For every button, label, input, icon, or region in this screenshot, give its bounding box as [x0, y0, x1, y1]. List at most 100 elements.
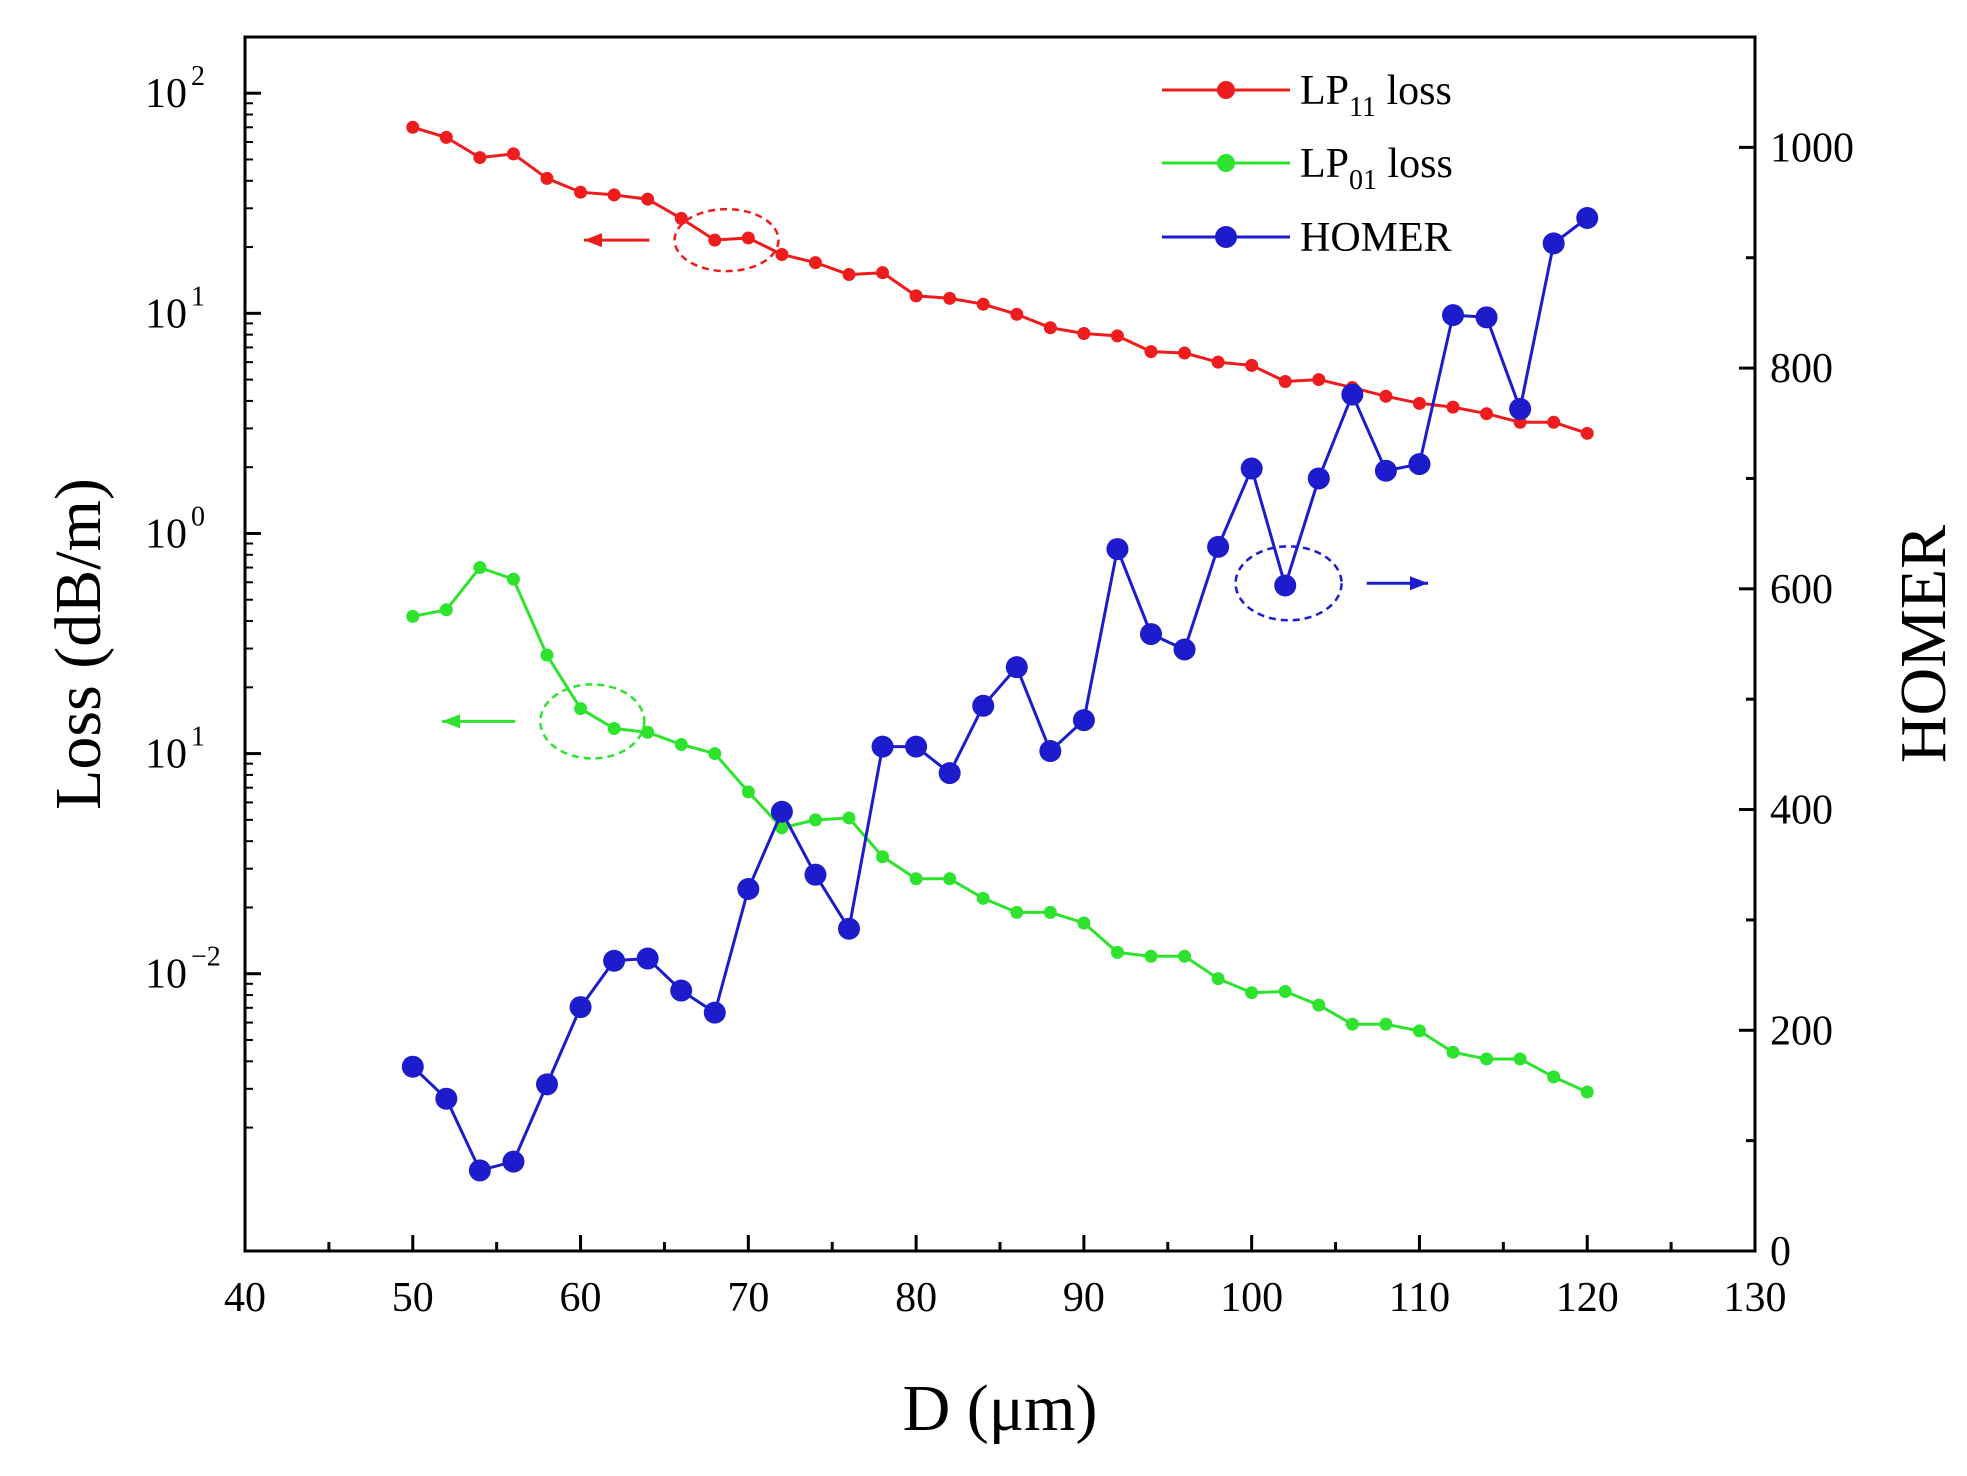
- y-left-tick-exponent: 2: [191, 61, 205, 92]
- data-point: [1010, 307, 1024, 321]
- legend-marker: [1217, 81, 1235, 99]
- data-point: [741, 231, 755, 245]
- data-point: [1043, 905, 1057, 919]
- data-point: [674, 211, 688, 225]
- data-point: [439, 603, 453, 617]
- y-left-axis-title: Loss (dB/m): [42, 478, 115, 810]
- data-point: [1542, 232, 1565, 255]
- data-point: [703, 1001, 726, 1024]
- data-point: [1178, 346, 1192, 360]
- data-point: [708, 747, 722, 761]
- data-point: [1072, 709, 1095, 732]
- data-point: [607, 722, 621, 736]
- y-right-tick-label: 1000: [1770, 125, 1854, 171]
- data-point: [770, 800, 793, 823]
- annotation-ellipse: [673, 207, 780, 273]
- legend-marker: [1217, 154, 1235, 172]
- data-point: [1173, 638, 1196, 661]
- data-point: [1446, 400, 1460, 414]
- data-point: [1005, 656, 1028, 679]
- legend-label: LP11 loss: [1300, 68, 1452, 123]
- data-point: [1547, 1070, 1561, 1084]
- data-point: [1278, 985, 1292, 999]
- data-point: [1274, 574, 1297, 597]
- y-left-tick-exponent: −2: [191, 942, 221, 973]
- data-point: [808, 256, 822, 270]
- data-point: [540, 648, 554, 662]
- data-point: [540, 171, 554, 185]
- data-point: [1207, 535, 1230, 558]
- data-point: [1374, 459, 1397, 482]
- data-point: [905, 735, 928, 758]
- data-point: [1442, 304, 1464, 327]
- data-point: [838, 917, 860, 940]
- legend: LP11 loss LP01 loss HOMER: [1162, 68, 1453, 261]
- data-point: [1509, 397, 1532, 420]
- x-tick-label: 80: [895, 1275, 937, 1321]
- data-point: [439, 130, 453, 144]
- data-point: [1379, 1017, 1393, 1031]
- data-point: [842, 811, 856, 825]
- data-point: [775, 821, 789, 835]
- data-point: [670, 979, 693, 1002]
- data-point: [943, 291, 957, 305]
- data-point: [1110, 329, 1124, 343]
- data-point: [636, 947, 659, 970]
- x-tick-label: 40: [224, 1275, 266, 1321]
- data-point: [972, 694, 995, 717]
- data-point: [1077, 326, 1091, 340]
- y-left-tick-label: 10: [145, 952, 187, 998]
- data-point: [607, 188, 621, 202]
- annotation-lp01-loss: [442, 683, 646, 760]
- data-point: [473, 151, 487, 165]
- series-homer: [401, 206, 1599, 1182]
- y-right-tick-label: 800: [1770, 346, 1833, 392]
- y-right-tick-label: 200: [1770, 1008, 1833, 1054]
- data-point: [804, 863, 827, 886]
- plot-frame: [243, 35, 1757, 1253]
- data-point: [909, 872, 923, 886]
- data-point: [536, 1073, 558, 1096]
- series-layer: [401, 120, 1599, 1182]
- x-tick-label: 70: [727, 1275, 769, 1321]
- y-left-tick-label: 10: [145, 71, 187, 117]
- x-tick-label: 110: [1389, 1275, 1450, 1321]
- data-point: [938, 762, 961, 785]
- data-point: [741, 785, 755, 799]
- annotations: [442, 207, 1428, 760]
- annotation-arrow-head: [442, 714, 460, 729]
- data-point: [1178, 949, 1192, 963]
- annotation-lp11-loss: [584, 207, 780, 273]
- annotation-ellipse: [539, 683, 646, 760]
- legend-label: LP01 loss: [1300, 141, 1453, 196]
- data-point: [1307, 467, 1330, 490]
- x-tick-label: 100: [1220, 1275, 1283, 1321]
- annotation-arrow-head: [584, 233, 602, 248]
- data-point: [473, 561, 487, 575]
- data-point: [842, 268, 856, 282]
- data-point: [876, 266, 890, 280]
- data-point: [976, 297, 990, 311]
- data-point: [1547, 415, 1561, 429]
- data-point: [506, 572, 520, 586]
- legend-item-homer: HOMER: [1162, 215, 1452, 261]
- y-right-axis-title: HOMER: [1887, 525, 1960, 763]
- data-point: [406, 609, 420, 623]
- data-point: [401, 1055, 424, 1078]
- data-point: [1077, 916, 1091, 930]
- data-point: [1245, 358, 1259, 372]
- data-point: [1513, 1052, 1527, 1066]
- data-point: [1576, 206, 1599, 229]
- data-point: [406, 120, 420, 134]
- y-left-tick-exponent: 1: [191, 281, 205, 312]
- x-tick-label: 90: [1063, 1275, 1105, 1321]
- y-left-tick-exponent: 0: [191, 501, 205, 532]
- data-point: [1379, 389, 1393, 403]
- data-point: [1144, 949, 1158, 963]
- series-lp01-loss: [406, 561, 1594, 1099]
- data-point: [1240, 457, 1263, 480]
- data-point: [871, 735, 894, 758]
- data-point: [1144, 345, 1158, 359]
- data-point: [506, 147, 520, 161]
